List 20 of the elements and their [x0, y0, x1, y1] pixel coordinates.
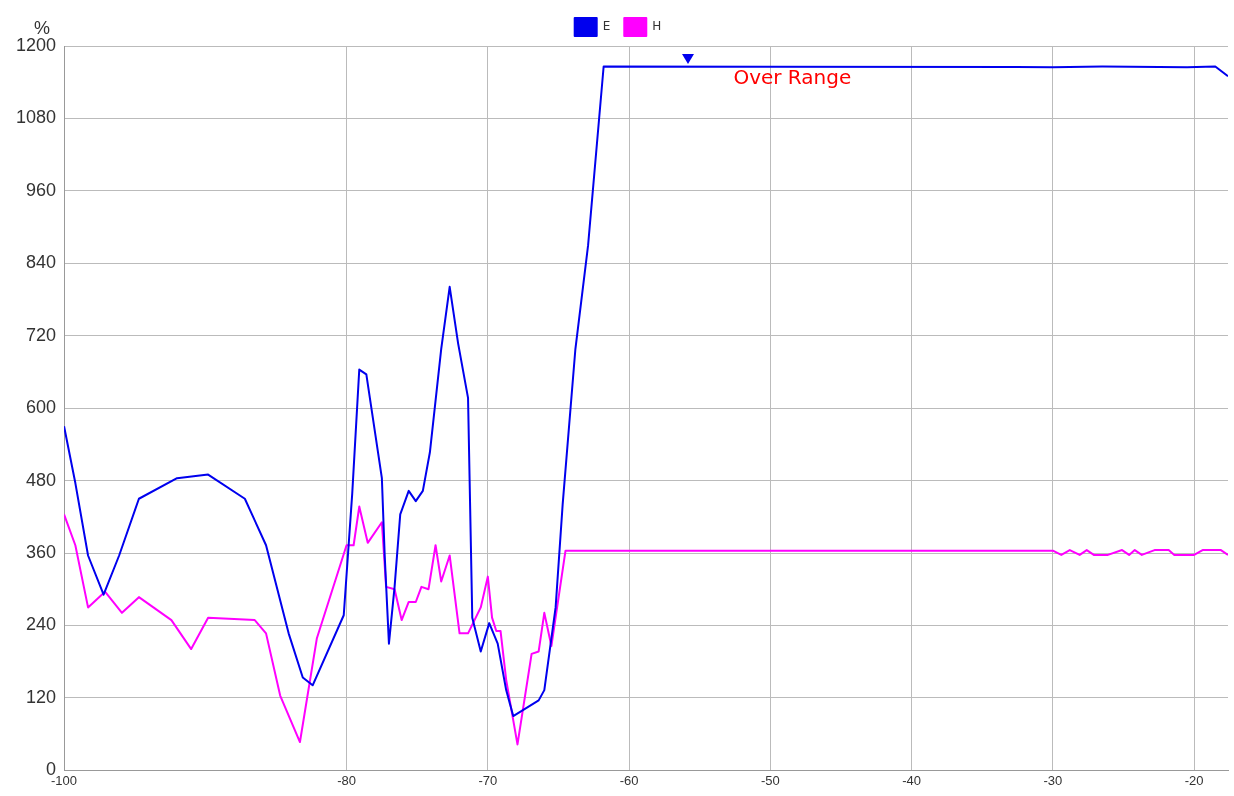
y-tick-label: 480: [26, 469, 57, 490]
y-tick-label: 960: [26, 179, 57, 200]
x-tick-label: -70: [478, 772, 498, 788]
x-tick-label: -50: [760, 772, 780, 788]
y-tick-label: 840: [26, 252, 57, 273]
annotation: Over Range: [733, 64, 852, 89]
x-tick-label: -60: [619, 772, 639, 788]
x-tick-label: -30: [1043, 772, 1063, 788]
x-tick-label: -20: [1184, 772, 1204, 788]
y-tick-label: 240: [26, 614, 57, 635]
legend-label: H: [652, 19, 662, 34]
y-tick-label: 600: [26, 397, 57, 418]
legend-label: E: [602, 19, 611, 34]
y-tick-label: 720: [26, 324, 57, 345]
x-tick-label: -40: [902, 772, 921, 788]
y-tick-label: 0: [46, 759, 57, 780]
y-tick-label: 120: [26, 686, 57, 707]
y-tick-label: 1080: [16, 107, 57, 128]
x-tick-label: -80: [337, 772, 356, 788]
y-tick-label: 360: [26, 542, 57, 563]
